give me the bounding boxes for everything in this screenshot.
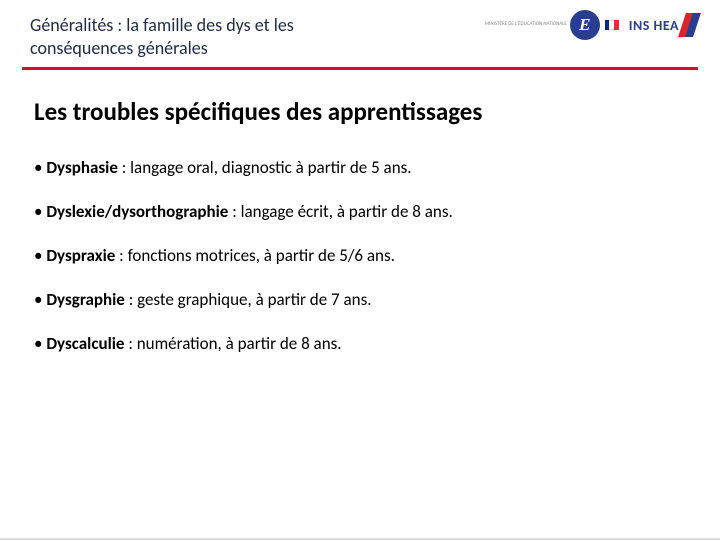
logo-area: MINISTÈRE DE L'ÉDUCATION NATIONALE E INS… — [485, 10, 698, 40]
desc: : langage écrit, à partir de 8 ans. — [228, 201, 452, 222]
logo-inshea: INS HEA — [629, 13, 698, 37]
term: Dyscalculie — [46, 333, 124, 354]
bullet-list: Dysphasie : langage oral, diagnostic à p… — [34, 157, 686, 355]
flag-icon — [605, 20, 619, 30]
header-title: Généralités : la famille des dys et les … — [30, 14, 390, 59]
list-item: Dysgraphie : geste graphique, à partir d… — [34, 289, 686, 311]
logo-education: MINISTÈRE DE L'ÉDUCATION NATIONALE E — [485, 10, 619, 40]
list-item: Dyspraxie : fonctions motrices, à partir… — [34, 245, 686, 267]
term: Dysphasie — [46, 157, 118, 178]
desc: : fonctions motrices, à partir de 5/6 an… — [115, 245, 395, 266]
list-item: Dyslexie/dysorthographie : langage écrit… — [34, 201, 686, 223]
slide-header: Généralités : la famille des dys et les … — [0, 0, 720, 65]
list-item: Dyscalculie : numération, à partir de 8 … — [34, 333, 686, 355]
desc: : geste graphique, à partir de 7 ans. — [125, 289, 372, 310]
logo-inshea-text: INS HEA — [629, 17, 679, 34]
term: Dyspraxie — [46, 245, 115, 266]
desc: : numération, à partir de 8 ans. — [124, 333, 341, 354]
logo-education-letter: E — [579, 15, 590, 35]
term: Dyslexie/dysorthographie — [46, 201, 228, 222]
logo-education-circle-icon: E — [570, 10, 600, 40]
desc: : langage oral, diagnostic à partir de 5… — [118, 157, 412, 178]
logo-education-text: MINISTÈRE DE L'ÉDUCATION NATIONALE — [485, 22, 567, 28]
main-title: Les troubles spécifiques des apprentissa… — [34, 96, 686, 127]
term: Dysgraphie — [46, 289, 125, 310]
logo-inshea-mark-icon — [682, 13, 698, 37]
slide-content: Les troubles spécifiques des apprentissa… — [0, 70, 720, 355]
list-item: Dysphasie : langage oral, diagnostic à p… — [34, 157, 686, 179]
